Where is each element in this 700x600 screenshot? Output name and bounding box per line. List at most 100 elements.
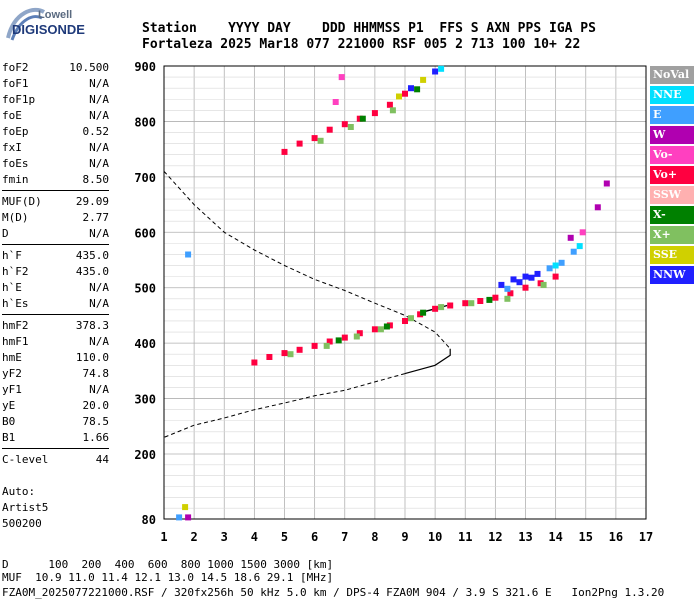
x-tick-label: 7 <box>341 530 348 544</box>
data-point-e <box>546 265 553 272</box>
y-tick-label: 300 <box>134 393 156 407</box>
data-point-x- <box>540 281 547 288</box>
header-line-1: Station YYYY DAY DDD HHMMSS P1 FFS S AXN… <box>142 21 596 36</box>
param-value: N/A <box>89 281 109 294</box>
data-point-x- <box>468 300 475 307</box>
data-point-x- <box>335 337 342 344</box>
data-point-vo- <box>402 90 408 97</box>
data-point-w <box>603 180 610 187</box>
legend-item: E <box>650 106 694 124</box>
parameter-panel: foF2 10.500 foF1 N/A foF1p N/A foE N/A foEp 0.52 f… <box>2 60 109 468</box>
footer-distance: D 100 200 400 600 800 1000 1500 3000 [km… <box>2 558 334 571</box>
data-point-nnw <box>510 276 517 283</box>
param-row: yF2 74.8 <box>2 366 109 382</box>
y-tick-label: 500 <box>134 282 156 296</box>
legend-item: W <box>650 126 694 144</box>
param-row: foEs N/A <box>2 156 109 172</box>
x-tick-label: 10 <box>428 530 442 544</box>
param-value: 20.0 <box>82 399 110 412</box>
data-point-nnw <box>522 273 529 280</box>
legend-item: SSE <box>650 246 694 264</box>
param-key: B0 <box>2 415 16 428</box>
profile-dashed-upper <box>163 170 451 350</box>
param-value: N/A <box>89 383 109 396</box>
param-key: foF1 <box>2 77 29 90</box>
data-point-e <box>558 259 565 266</box>
data-point-nnw <box>516 279 523 286</box>
param-key: foF2 <box>2 61 29 74</box>
param-row: MUF(D) 29.09 <box>2 194 109 210</box>
param-value: 10.500 <box>69 61 109 74</box>
data-point-vo- <box>447 302 454 309</box>
data-point-vo- <box>296 140 303 147</box>
data-point-vo- <box>386 101 393 108</box>
legend-item: NoVal <box>650 66 694 84</box>
param-value: N/A <box>89 109 109 122</box>
x-tick-label: 9 <box>401 530 408 544</box>
y-tick-label: 700 <box>134 171 156 185</box>
auto-label: Auto: <box>2 485 36 498</box>
param-row: h`Es N/A <box>2 296 109 312</box>
data-point-x- <box>420 309 427 316</box>
param-key: fmin <box>2 173 29 186</box>
param-value: 8.50 <box>82 173 110 186</box>
param-key: h`E <box>2 281 22 294</box>
x-tick-label: 8 <box>371 530 378 544</box>
data-point-e <box>570 248 577 255</box>
param-row: B0 78.5 <box>2 414 109 430</box>
data-point-vo- <box>552 273 559 280</box>
param-key: foEs <box>2 157 29 170</box>
data-point-nnw <box>498 281 505 288</box>
footer-muf: MUF 10.9 11.0 11.4 12.1 13.0 14.5 18.6 2… <box>2 571 334 584</box>
data-point-x- <box>504 295 511 302</box>
logo-digisonde-text: DIGISONDE <box>12 22 85 37</box>
data-point-vo- <box>311 342 318 349</box>
param-row: hmE 110.0 <box>2 350 109 366</box>
param-value: N/A <box>89 227 109 240</box>
param-value: N/A <box>89 297 109 310</box>
param-value: N/A <box>89 157 109 170</box>
data-point-nne <box>552 262 559 269</box>
plot-border <box>163 65 647 520</box>
x-tick-label: 14 <box>548 530 562 544</box>
param-key: h`F <box>2 249 22 262</box>
param-key: foEp <box>2 125 29 138</box>
data-point-vo- <box>266 354 273 360</box>
param-row: D N/A <box>2 226 109 242</box>
y-tick-label: 800 <box>134 115 156 129</box>
data-point-vo- <box>462 300 469 307</box>
param-value: 2.77 <box>82 211 110 224</box>
x-tick-label: 1 <box>160 530 167 544</box>
param-row: hmF1 N/A <box>2 334 109 350</box>
data-point-nnw <box>534 270 541 277</box>
data-point-e <box>504 285 511 292</box>
param-row: foF1 N/A <box>2 76 109 92</box>
data-point-vo- <box>507 290 514 297</box>
legend-item: Vo+ <box>650 166 694 184</box>
x-tick-label: 4 <box>251 530 258 544</box>
data-point-vo- <box>432 305 439 312</box>
param-value: 44 <box>95 453 109 466</box>
param-row: h`F2 435.0 <box>2 264 109 280</box>
data-point-x- <box>486 296 493 303</box>
data-point-nne <box>576 243 583 250</box>
param-separator <box>2 314 109 315</box>
data-point-vo- <box>296 346 303 353</box>
x-tick-label: 17 <box>639 530 653 544</box>
data-point-x- <box>317 137 324 144</box>
legend-item: X- <box>650 206 694 224</box>
param-key: D <box>2 227 9 240</box>
param-row: yF1 N/A <box>2 382 109 398</box>
data-point-nne <box>438 65 445 72</box>
data-point-x- <box>414 86 421 93</box>
autoscaling-info: Auto: Artist5 500200 <box>2 484 48 532</box>
param-value: N/A <box>89 141 109 154</box>
param-row: h`E N/A <box>2 280 109 296</box>
data-point-nnw <box>408 85 414 92</box>
legend-item: SSW <box>650 186 694 204</box>
data-point-x- <box>353 333 360 340</box>
legend-item: NNW <box>650 266 694 284</box>
data-point-vo- <box>341 334 348 341</box>
data-point-e <box>176 514 183 521</box>
param-key: C-level <box>2 453 49 466</box>
